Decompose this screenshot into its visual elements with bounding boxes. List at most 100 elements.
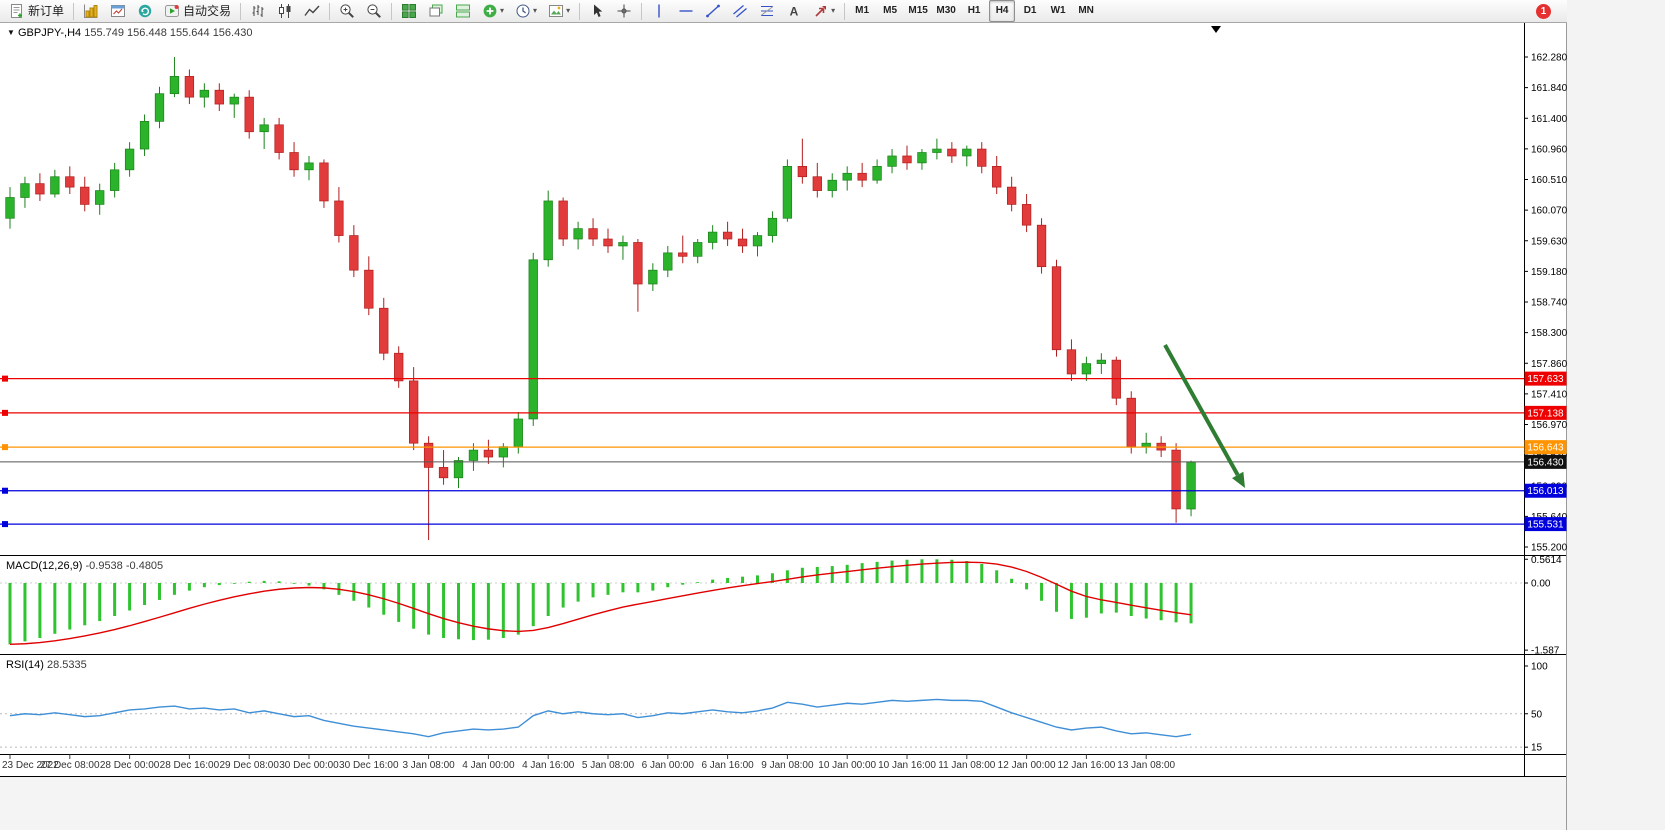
price-axis-label: 160.070 (1531, 206, 1567, 217)
crosshair-button[interactable] (611, 1, 637, 21)
candle (274, 117, 284, 160)
candle (797, 138, 807, 184)
candle (124, 142, 135, 177)
candlesticks-button[interactable] (272, 1, 298, 21)
toolbar-separator (579, 2, 581, 20)
notification-badge[interactable]: 1 (1536, 3, 1551, 19)
tile-windows-button[interactable] (396, 1, 422, 21)
fibonacci-icon (760, 6, 774, 16)
candle (707, 225, 718, 250)
candle (1096, 353, 1107, 374)
candle (827, 173, 837, 198)
horizontal-line-button[interactable] (673, 1, 699, 21)
zoom-in-button[interactable] (334, 1, 360, 21)
timeframe-button-m30[interactable]: M30 (933, 0, 959, 22)
vertical-line-icon (658, 4, 660, 18)
cursor-button[interactable] (584, 1, 610, 21)
timeframe-button-w1[interactable]: W1 (1045, 0, 1071, 22)
cascade-windows-button[interactable] (423, 1, 449, 21)
timeframe-button-h1[interactable]: H1 (961, 0, 987, 22)
time-axis-label: 10 Jan 00:00 (818, 760, 876, 771)
chart-canvas[interactable]: 162.280 161.840 161.400 160.960 160.510 160.0… (0, 0, 1567, 830)
candle (678, 235, 688, 264)
profiles-icon (111, 5, 126, 17)
candle (1051, 259, 1062, 357)
timeframe-button-m5[interactable]: M5 (877, 0, 903, 22)
candle (1006, 176, 1017, 212)
arrows-tool-button[interactable]: ▾ (808, 1, 840, 21)
candle (782, 159, 793, 222)
ohlc-bars-button[interactable] (245, 1, 271, 21)
indicators-button[interactable]: ▾ (477, 1, 509, 21)
trendline-icon (706, 4, 720, 18)
refresh-icon (138, 4, 152, 18)
price-axis-label: 157.410 (1531, 389, 1567, 400)
timeframe-button-h4[interactable]: H4 (989, 0, 1016, 22)
chart-menu-triangle-icon[interactable]: ▼ (7, 28, 15, 37)
charts-button[interactable] (78, 1, 104, 21)
templates-button[interactable]: ▾ (543, 1, 575, 21)
timeframe-button-m15[interactable]: M15 (905, 0, 931, 22)
time-axis-label: 6 Jan 16:00 (701, 760, 754, 771)
toolbar-separator (844, 2, 846, 20)
candle (35, 173, 45, 201)
candle (588, 218, 598, 246)
profiles-button[interactable] (105, 1, 131, 21)
autotrade-button[interactable]: 自动交易 (159, 1, 236, 21)
time-axis-label: 6 Jan 00:00 (642, 760, 695, 771)
price-tag-label: 156.430 (1527, 457, 1564, 468)
candle (259, 117, 269, 150)
candle (992, 155, 1002, 195)
zoom-out-icon (367, 4, 381, 18)
macd-histogram (8, 559, 1193, 645)
candle (289, 142, 299, 177)
candle (109, 162, 120, 198)
level-handle-icon[interactable] (2, 375, 8, 382)
candle (528, 252, 538, 426)
clock-icon (516, 4, 530, 18)
candle (1066, 339, 1077, 381)
zoom-out-button[interactable] (361, 1, 387, 21)
indicators-icon (483, 4, 497, 18)
autotrade-label: 自动交易 (183, 4, 232, 18)
candle (902, 145, 912, 170)
price-axis-label: 157.860 (1531, 359, 1567, 370)
candle (5, 187, 15, 229)
vertical-line-button[interactable] (646, 1, 672, 21)
rsi-indicator-label: RSI(14) 28.5335 (6, 659, 87, 671)
cursor-icon (594, 4, 603, 17)
level-handle-icon[interactable] (2, 521, 8, 528)
candle (1021, 194, 1032, 233)
text-tool-button[interactable]: A (781, 1, 807, 21)
annotation-arrow[interactable] (1163, 344, 1245, 488)
equidistant-channel-icon (733, 5, 747, 18)
new-order-button[interactable]: 新订单 (4, 1, 69, 21)
level-handle-icon[interactable] (2, 409, 8, 416)
trendline-button[interactable] (700, 1, 726, 21)
equidistant-channel-button[interactable] (727, 1, 753, 21)
time-axis-label: 9 Jan 08:00 (761, 760, 814, 771)
candlesticks-icon (279, 4, 291, 18)
level-handle-icon[interactable] (2, 487, 8, 494)
level-handle-icon[interactable] (2, 444, 8, 451)
refresh-button[interactable] (132, 1, 158, 21)
dropdown-arrow-icon: ▾ (500, 6, 505, 15)
line-chart-button[interactable] (299, 1, 325, 21)
timeframe-button-d1[interactable]: D1 (1017, 0, 1043, 22)
fibonacci-button[interactable] (754, 1, 780, 21)
candle (379, 297, 389, 361)
candle (199, 83, 210, 108)
timeframe-button-mn[interactable]: MN (1073, 0, 1099, 22)
candle (423, 436, 434, 541)
periods-button[interactable]: ▾ (510, 1, 542, 21)
rsi-value: 28.5335 (46, 659, 87, 671)
candle (962, 145, 972, 167)
price-axis-label: 161.840 (1531, 83, 1567, 94)
candle (932, 138, 942, 160)
candle (1111, 356, 1121, 406)
timeframe-button-m1[interactable]: M1 (849, 0, 875, 22)
stack-windows-button[interactable] (450, 1, 476, 21)
candle (349, 225, 359, 278)
candle (20, 176, 30, 208)
